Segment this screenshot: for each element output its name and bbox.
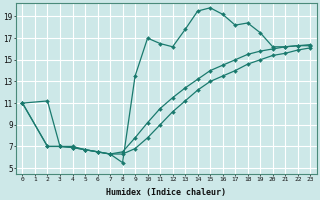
X-axis label: Humidex (Indice chaleur): Humidex (Indice chaleur)	[106, 188, 226, 197]
